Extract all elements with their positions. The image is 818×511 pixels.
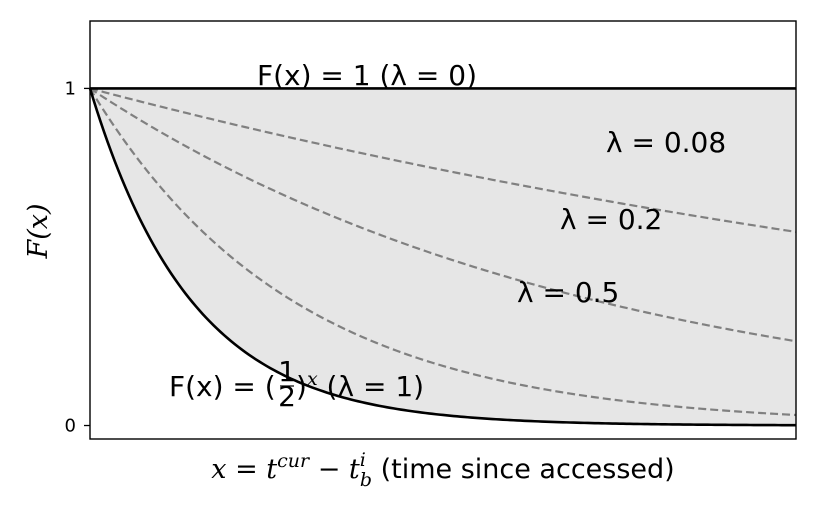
svg-text:)x (λ = 1): )x (λ = 1) <box>296 368 424 403</box>
annotation-lambda-0.2: λ = 0.2 <box>560 203 662 236</box>
annotation-lambda-1-num: 1 <box>278 355 296 388</box>
x-label-lhs: x = t <box>211 454 277 485</box>
fill-region <box>90 88 796 426</box>
x-label-text: (time since accessed) <box>372 454 675 485</box>
annotation-lambda-0: F(x) = 1 (λ = 0) <box>257 59 477 92</box>
curve-lambda-1 <box>88 88 797 427</box>
y-tick-label-0: 0 <box>65 416 76 437</box>
y-axis-label: F(x) <box>23 203 54 259</box>
x-axis-label: x = tcur − ti b (time since accessed) <box>211 449 674 491</box>
x-label-sup-i: i <box>360 449 366 471</box>
annotation-lambda-1-rhs: (λ = 1) <box>318 370 424 403</box>
annotation-lambda-1-mid: ) <box>296 370 307 403</box>
x-label-sup-cur: cur <box>277 450 311 472</box>
plot-frame <box>89 20 797 440</box>
curve-lambda-0.08 <box>89 87 797 233</box>
annotation-lambda-1-den: 2 <box>278 380 296 413</box>
annotation-lambda-1-lhs: F(x) = ( <box>169 370 276 403</box>
svg-text:F(x) = (: F(x) = ( <box>169 370 276 403</box>
curve-lambda-0.2 <box>89 87 797 343</box>
annotation-lambda-0.08: λ = 0.08 <box>606 126 726 159</box>
y-tick-label-1: 1 <box>65 78 76 99</box>
x-label-sub-b: b <box>360 469 372 491</box>
annotation-lambda-1: F(x) = ( 1 2 )x (λ = 1) <box>169 355 424 413</box>
annotation-lambda-0.5: λ = 0.5 <box>517 276 619 309</box>
curve-lambda-0.5 <box>89 87 797 417</box>
annotation-lambda-1-sup: x <box>307 368 318 390</box>
x-label-minus: − t <box>309 454 360 485</box>
